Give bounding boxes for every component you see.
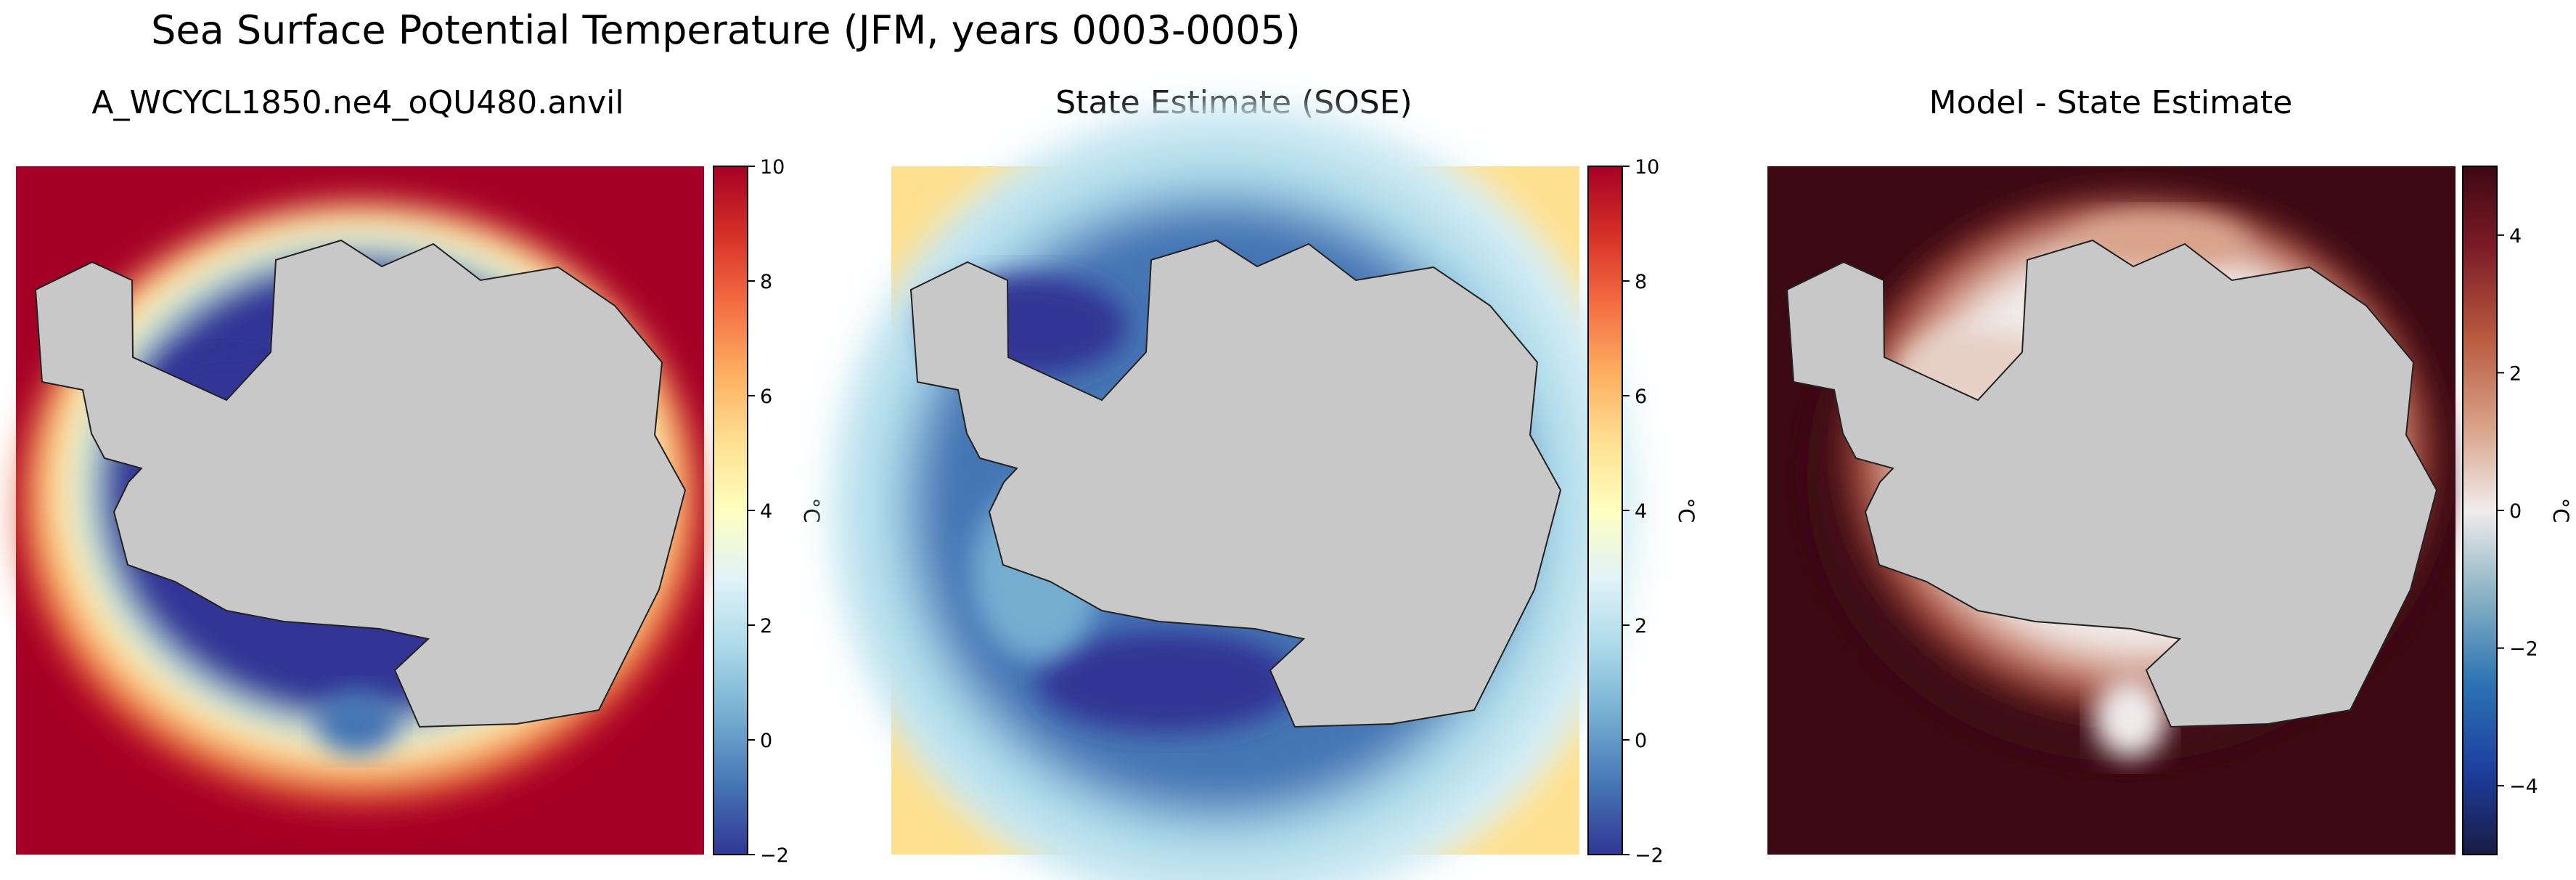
colorbar: −2 0 2 4 6 8 10 °C: [1587, 156, 1698, 867]
colorbar-tick-label: 8: [1635, 271, 1647, 293]
colorbar-tick-label: 0: [2509, 500, 2522, 523]
antarctica-land: [34, 239, 687, 728]
colorbar-tick-label: 4: [760, 500, 772, 523]
colorbar-tick-label: 4: [2509, 225, 2522, 248]
colorbar-tick-label: 2: [1635, 615, 1647, 637]
panel-difference: Model - State Estimate −4 −2 0 2 4 °C: [1767, 84, 2573, 855]
colorbar-tick-label: 8: [760, 271, 772, 293]
map-field: [16, 166, 704, 855]
colorbar: −2 0 2 4 6 8 10 °C: [713, 156, 824, 867]
colorbar-tick-label: 6: [1635, 386, 1647, 408]
colorbar-tick-label: 4: [1635, 500, 1647, 523]
colorbar-label: °C: [1674, 498, 1698, 523]
colorbar-tick-label: −2: [760, 844, 789, 867]
panel-model: A_WCYCL1850.ne4_oQU480.anvil −2 0 2 4 6 8 10 °…: [16, 84, 824, 867]
colorbar-tick-label: 10: [1635, 156, 1659, 179]
colorbar-tick-label: 0: [1635, 730, 1647, 752]
map-field: [829, 101, 1642, 880]
colorbar-tick-label: −2: [2509, 638, 2538, 661]
panel-title: A_WCYCL1850.ne4_oQU480.anvil: [91, 84, 623, 121]
antarctica-land: [1786, 239, 2438, 728]
colorbar: −4 −2 0 2 4 °C: [2462, 166, 2573, 855]
figure-title: Sea Surface Potential Temperature (JFM, …: [151, 7, 1301, 53]
colorbar-tick-label: −4: [2509, 775, 2538, 798]
map-field: [1767, 166, 2456, 855]
colorbar-tick-label: 6: [760, 386, 772, 408]
colorbar-tick-label: 0: [760, 730, 772, 752]
antarctica-land: [909, 239, 1562, 728]
panel-title: Model - State Estimate: [1929, 84, 2293, 121]
colorbar-tick-label: 10: [760, 156, 785, 179]
colorbar-tick-label: 2: [2509, 362, 2522, 385]
colorbar-tick-label: −2: [1635, 844, 1664, 867]
colorbar-tick-label: 2: [760, 615, 772, 637]
colorbar-label: °C: [2548, 498, 2573, 523]
colorbar-label: °C: [799, 498, 824, 523]
